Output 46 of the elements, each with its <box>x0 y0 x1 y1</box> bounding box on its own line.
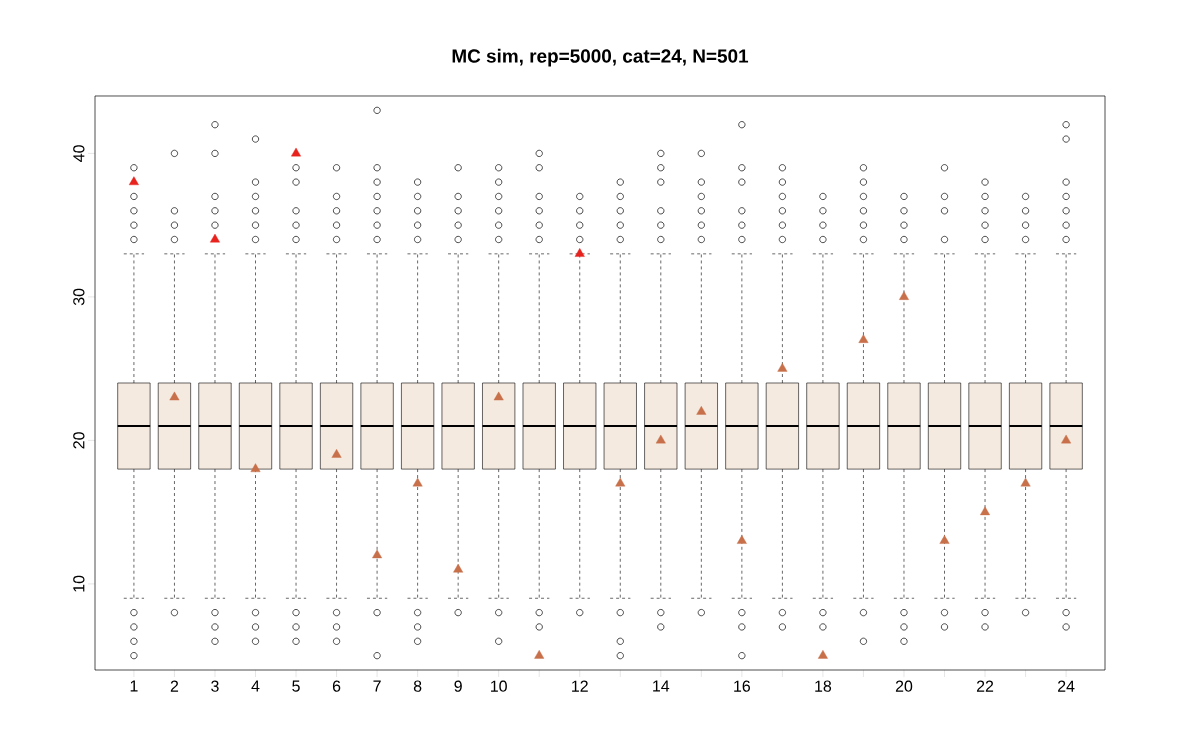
point <box>534 649 545 659</box>
x-tick-label: 18 <box>815 680 832 692</box>
x-tick-label: 7 <box>373 680 381 692</box>
point <box>372 549 383 559</box>
point <box>899 291 909 300</box>
x-tick-label: 3 <box>211 680 219 692</box>
x-tick-label: 9 <box>454 680 462 692</box>
point <box>291 147 301 157</box>
point <box>736 535 747 544</box>
x-tick-label: 16 <box>734 680 751 692</box>
x-tick-label: 10 <box>491 680 507 692</box>
x-tick-label: 22 <box>976 680 994 692</box>
point <box>210 233 220 243</box>
x-tick-label: 2 <box>170 680 179 692</box>
x-tick-label: 4 <box>251 680 260 692</box>
point <box>169 391 180 401</box>
point <box>1061 434 1072 444</box>
y-tick-label: 30 <box>73 288 85 306</box>
point <box>817 649 828 659</box>
point <box>939 535 950 544</box>
point <box>493 391 504 401</box>
y-tick-label: 10 <box>73 575 85 592</box>
point <box>777 362 788 372</box>
x-tick-label: 14 <box>653 680 670 692</box>
x-tick-label: 24 <box>1058 680 1075 692</box>
x-tick-label: 20 <box>895 680 913 692</box>
point <box>696 406 707 415</box>
x-tick-label: 5 <box>292 680 300 692</box>
point <box>574 248 585 257</box>
point <box>128 176 139 186</box>
x-tick-label: 1 <box>130 680 138 692</box>
point <box>331 449 342 458</box>
chart-title: MC sim, rep=5000, cat=24, N=501 <box>452 48 749 67</box>
point <box>858 334 869 343</box>
y-tick-label: 40 <box>73 145 85 162</box>
x-tick-label: 6 <box>332 680 341 692</box>
point <box>655 434 666 444</box>
y-tick-label: 20 <box>73 432 85 449</box>
point <box>615 477 626 487</box>
point <box>1020 477 1031 487</box>
point <box>980 506 990 516</box>
point <box>412 477 423 487</box>
x-tick-label: 8 <box>413 680 422 692</box>
point <box>250 463 261 473</box>
point <box>453 563 464 573</box>
x-tick-label: 12 <box>572 680 588 692</box>
